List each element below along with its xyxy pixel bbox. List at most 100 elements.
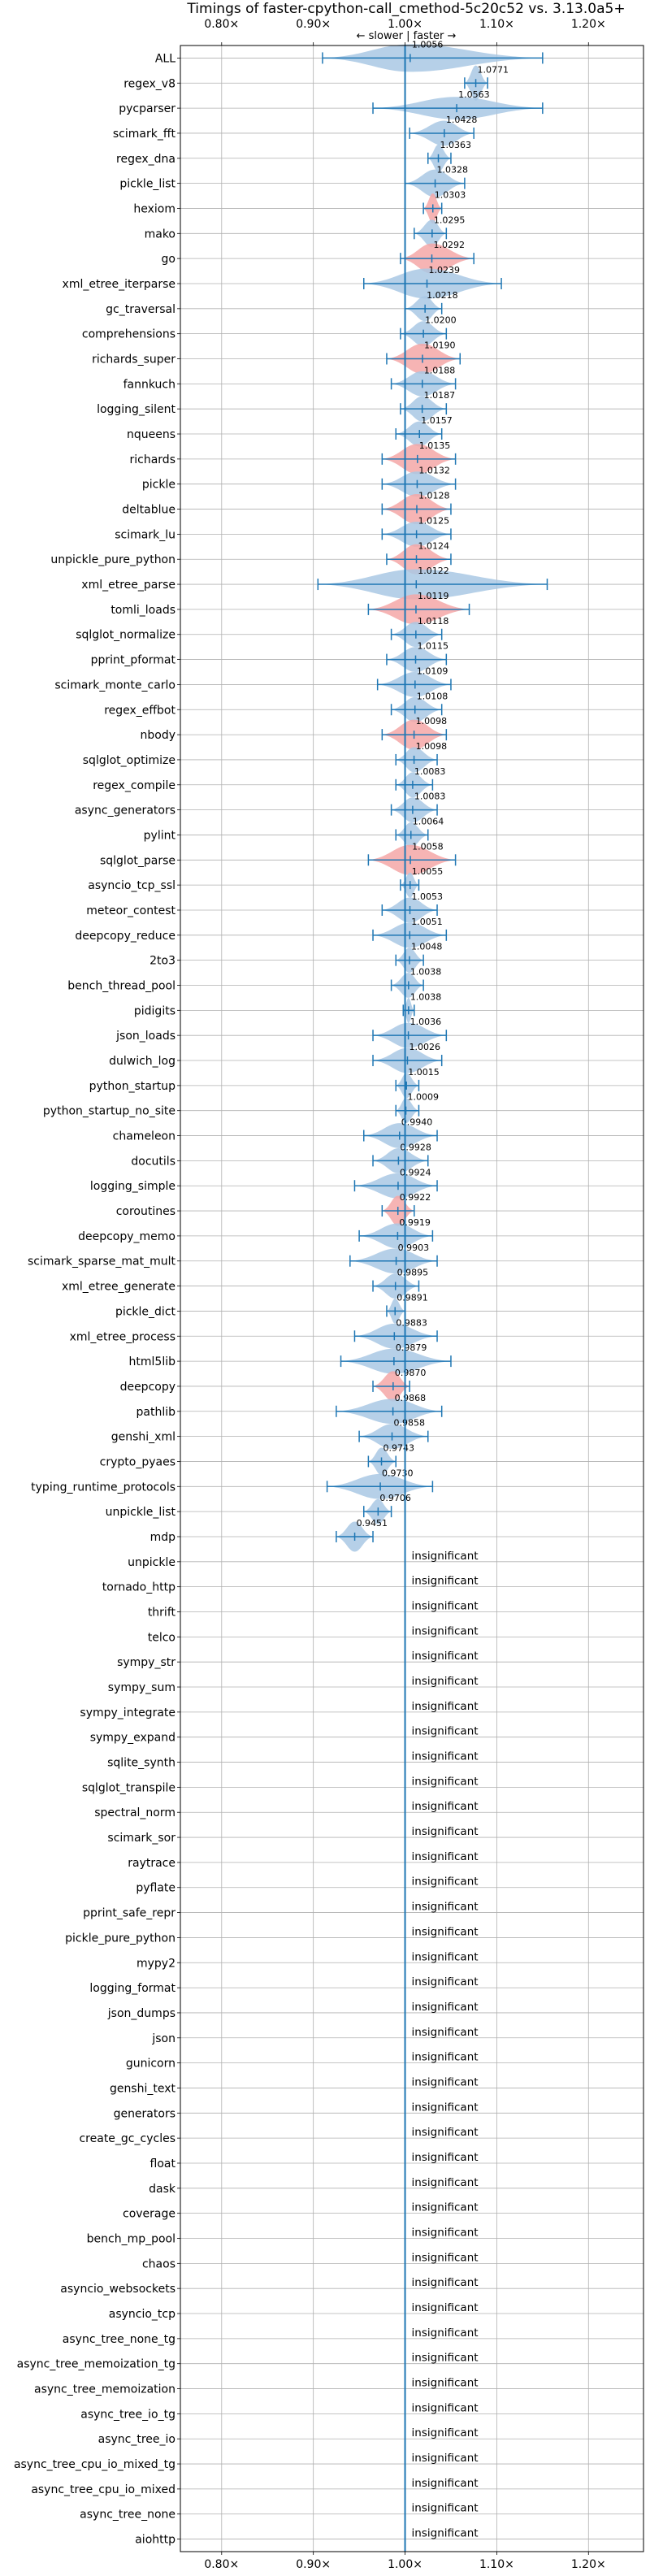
y-tick-label: regex_v8 bbox=[124, 77, 176, 90]
value-label: 1.0118 bbox=[418, 616, 449, 627]
y-tick-label: regex_effbot bbox=[104, 704, 176, 717]
y-tick-label: pylint bbox=[144, 829, 176, 842]
value-label: 0.9706 bbox=[379, 1493, 411, 1503]
axes: ALL regex_v8 pycparser scimark_fft regex_dna… bbox=[14, 18, 644, 2571]
y-tick-label: nqueens bbox=[127, 428, 176, 441]
x-tick-label-top: 1.10× bbox=[479, 18, 514, 31]
value-label: 1.0303 bbox=[435, 190, 466, 201]
insignificant-label: insignificant bbox=[412, 2026, 479, 2039]
insignificant-label: insignificant bbox=[412, 2426, 479, 2439]
value-label: 0.9895 bbox=[397, 1268, 429, 1278]
value-label: 1.0056 bbox=[412, 39, 444, 50]
insignificant-label: insignificant bbox=[412, 2101, 479, 2114]
value-label: 0.9924 bbox=[400, 1167, 431, 1177]
insignificant-label: insignificant bbox=[412, 1725, 479, 1738]
y-tick-label: tornado_http bbox=[102, 1581, 176, 1594]
value-label: 1.0051 bbox=[411, 917, 443, 927]
y-tick-label: richards bbox=[130, 453, 176, 466]
x-tick-label-top: 1.20× bbox=[571, 18, 606, 31]
y-tick-label: sympy_integrate bbox=[80, 1706, 176, 1720]
y-tick-label: gc_traversal bbox=[106, 303, 176, 316]
y-tick-label: meteor_contest bbox=[86, 904, 176, 917]
value-label: 1.0009 bbox=[408, 1092, 440, 1103]
insignificant-label: insignificant bbox=[412, 1925, 479, 1938]
insignificant-label: insignificant bbox=[412, 1700, 479, 1713]
y-tick-label: xml_etree_parse bbox=[81, 579, 176, 592]
y-tick-label: sqlglot_parse bbox=[100, 854, 176, 867]
y-tick-label: gunicorn bbox=[126, 2058, 176, 2071]
value-label: 1.0108 bbox=[417, 691, 448, 701]
y-tick-label: pickle_dict bbox=[115, 1305, 176, 1318]
x-tick-label-bottom: 0.90× bbox=[296, 2558, 331, 2571]
y-tick-label: docutils bbox=[131, 1155, 176, 1168]
y-tick-label: python_startup bbox=[89, 1080, 176, 1093]
y-tick-label: scimark_sor bbox=[107, 1832, 176, 1845]
value-label: 0.9743 bbox=[384, 1443, 415, 1454]
y-tick-label: comprehensions bbox=[82, 328, 176, 341]
y-tick-label: sqlglot_normalize bbox=[76, 629, 176, 642]
y-tick-label: regex_compile bbox=[93, 779, 176, 792]
value-label: 1.0048 bbox=[411, 942, 443, 952]
y-tick-label: async_tree_cpu_io_mixed_tg bbox=[14, 2458, 176, 2471]
y-tick-label: create_gc_cycles bbox=[79, 2132, 176, 2145]
insignificant-label: insignificant bbox=[412, 2377, 479, 2390]
value-label: 0.9868 bbox=[395, 1393, 426, 1403]
value-label: 1.0083 bbox=[414, 791, 445, 802]
value-label: 1.0188 bbox=[424, 365, 456, 375]
value-label: 0.9451 bbox=[357, 1518, 388, 1529]
y-tick-label: spectral_norm bbox=[94, 1806, 176, 1819]
y-tick-label: sqlglot_optimize bbox=[83, 754, 176, 767]
value-label: 0.9928 bbox=[400, 1142, 431, 1152]
insignificant-label: insignificant bbox=[412, 1600, 479, 1613]
y-tick-label: async_tree_none_tg bbox=[63, 2333, 176, 2346]
value-label: 1.0058 bbox=[412, 841, 444, 852]
y-tick-label: bench_mp_pool bbox=[87, 2233, 176, 2246]
value-label: 1.0124 bbox=[418, 540, 450, 551]
insignificant-label: insignificant bbox=[412, 2227, 479, 2240]
y-tick-label: 2to3 bbox=[150, 955, 176, 968]
y-tick-label: deepcopy_reduce bbox=[75, 930, 176, 943]
x-tick-label-bottom: 0.80× bbox=[204, 2558, 239, 2571]
insignificant-label: insignificant bbox=[412, 2051, 479, 2064]
y-tick-label: sympy_expand bbox=[90, 1732, 176, 1745]
chart-title: Timings of faster-cpython-call_cmethod-5… bbox=[186, 1, 625, 17]
y-tick-label: async_tree_io bbox=[98, 2433, 176, 2446]
y-tick-label: dulwich_log bbox=[109, 1055, 176, 1068]
y-tick-label: pycparser bbox=[119, 102, 176, 115]
y-tick-label: pprint_pformat bbox=[91, 654, 176, 667]
y-tick-label: asyncio_tcp_ssl bbox=[88, 879, 176, 892]
y-tick-label: async_tree_memoization bbox=[34, 2383, 176, 2396]
value-label: 1.0055 bbox=[412, 866, 443, 877]
y-tick-label: hexiom bbox=[133, 202, 176, 215]
insignificant-label: insignificant bbox=[412, 1775, 479, 1788]
value-label: 0.9940 bbox=[401, 1117, 433, 1128]
plot-frame bbox=[180, 45, 644, 2552]
y-tick-label: raytrace bbox=[128, 1857, 176, 1870]
insignificant-label: insignificant bbox=[412, 1901, 479, 1914]
insignificant-label: insignificant bbox=[412, 1750, 479, 1763]
insignificant-label: insignificant bbox=[412, 2151, 479, 2164]
y-tick-label: json bbox=[151, 2032, 176, 2045]
value-label: 1.0125 bbox=[418, 515, 450, 526]
value-label: 1.0135 bbox=[419, 440, 451, 451]
y-tick-label: chameleon bbox=[113, 1130, 176, 1143]
y-tick-label: fannkuch bbox=[124, 378, 176, 391]
y-tick-label: sqlite_synth bbox=[107, 1757, 176, 1770]
value-label: 1.0128 bbox=[418, 491, 450, 501]
x-tick-label-bottom: 1.20× bbox=[571, 2558, 606, 2571]
insignificant-label: insignificant bbox=[412, 2276, 479, 2289]
y-tick-label: unpickle bbox=[128, 1556, 176, 1569]
y-tick-label: html5lib bbox=[129, 1355, 176, 1368]
y-tick-label: async_tree_io_tg bbox=[80, 2408, 176, 2421]
value-label: 1.0239 bbox=[429, 265, 461, 275]
insignificant-label: insignificant bbox=[412, 2502, 479, 2515]
x-tick-label-bottom: 1.10× bbox=[479, 2558, 514, 2571]
y-tick-label: coroutines bbox=[116, 1205, 176, 1218]
y-tick-label: generators bbox=[114, 2107, 176, 2120]
value-label: 0.9891 bbox=[396, 1292, 428, 1303]
value-label: 1.0295 bbox=[434, 215, 466, 225]
value-label: 1.0363 bbox=[440, 140, 472, 150]
y-tick-label: deltablue bbox=[122, 504, 176, 517]
insignificant-label: insignificant bbox=[412, 2126, 479, 2139]
